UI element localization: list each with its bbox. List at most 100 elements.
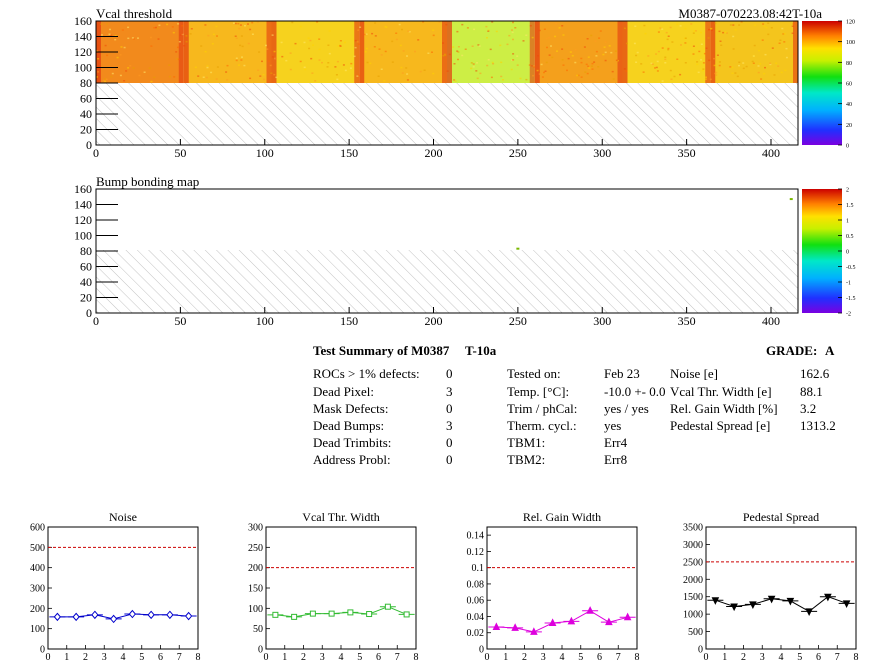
pedestal-spread-y-tick-label: 0 — [698, 645, 703, 656]
vcal-pixel — [138, 74, 141, 77]
vcal-pixel — [108, 33, 111, 35]
pedestal-spread-point — [749, 601, 757, 610]
vcal-width-x-tick-label: 8 — [414, 652, 419, 663]
vcal-pixel — [206, 65, 209, 67]
vcal-pixel — [470, 67, 473, 70]
vcal-pixel — [391, 40, 394, 43]
vcal-pixel — [590, 34, 593, 37]
vcal-y-tick-label: 100 — [74, 61, 92, 75]
gain-width-x-tick-label: 8 — [635, 652, 640, 663]
vcal-pixel — [307, 37, 310, 39]
vcal-pixel — [718, 61, 721, 63]
vcal-width-y-tick-label: 250 — [248, 543, 263, 554]
vcal-chip-block — [622, 21, 711, 83]
vcal-pixel — [531, 36, 534, 39]
vcal-pixel — [562, 64, 565, 66]
vcal-pixel — [612, 78, 615, 80]
vcal-pixel — [251, 21, 254, 24]
vcal-pixel — [528, 64, 531, 66]
pedestal-spread-x-tick-label: 7 — [835, 652, 840, 663]
vcal-pixel — [777, 65, 780, 67]
vcal-pixel — [676, 23, 679, 26]
vcal-pixel — [143, 71, 146, 73]
vcal-pixel — [456, 50, 459, 52]
vcal-y-tick-label: 140 — [74, 30, 92, 44]
vcal-pixel — [556, 50, 558, 52]
vcal-pixel — [402, 50, 405, 52]
vcal-pixel — [244, 25, 246, 27]
gain-width-point — [511, 623, 519, 631]
vcal-pixel — [540, 63, 543, 66]
vcal-pixel — [127, 37, 130, 40]
vcal-pixel — [120, 46, 123, 48]
palette-tick-label: -2 — [846, 312, 851, 318]
vcal-pixel — [701, 69, 704, 72]
vcal-pixel — [708, 28, 710, 31]
vcal-pixel — [168, 64, 171, 66]
noise-x-tick-label: 6 — [158, 652, 163, 663]
vcal-pixel — [235, 59, 238, 62]
vcal-pixel — [543, 71, 545, 74]
vcal-pixel — [453, 79, 456, 81]
noise-x-tick-label: 7 — [177, 652, 182, 663]
vcal-pixel — [423, 69, 426, 71]
vcal-chip-block — [710, 21, 798, 83]
vcal-pixel — [760, 78, 763, 80]
vcal-pixel — [499, 44, 502, 47]
vcal-pixel — [656, 60, 659, 63]
pedestal-spread-point — [842, 600, 851, 608]
vcal-pixel — [604, 41, 607, 43]
vcal-pixel — [593, 61, 596, 63]
vcal-pixel — [407, 30, 410, 32]
bump-defect-point — [516, 247, 520, 250]
vcal-pixel — [316, 21, 319, 23]
vcal-pixel — [406, 79, 409, 81]
vcal-pixel — [241, 56, 243, 58]
vcal-width-x-tick-label: 4 — [339, 652, 344, 663]
vcal-pixel — [280, 41, 283, 44]
vcal-pixel — [657, 31, 660, 33]
vcal-pixel — [586, 38, 589, 40]
vcal-pixel — [654, 67, 656, 69]
vcal-pixel — [647, 55, 650, 57]
vcal-pixel — [239, 24, 242, 26]
vcal-y-tick-label: 80 — [80, 76, 92, 90]
vcal-pixel — [597, 66, 600, 68]
bump-y-tick-label: 120 — [74, 213, 92, 227]
vcal-pixel — [783, 41, 786, 43]
vcal-pixel — [700, 59, 703, 61]
vcal-pixel — [131, 37, 134, 39]
vcal-pixel — [123, 46, 126, 49]
vcal-pixel — [724, 31, 727, 33]
vcal-pixel — [773, 74, 776, 76]
vcal-map-hatched-region — [96, 83, 798, 145]
vcal-chip-edge — [705, 21, 711, 83]
vcal-pixel — [232, 22, 235, 24]
vcal-pixel — [172, 31, 175, 34]
bump-y-tick-label: 100 — [74, 229, 92, 243]
vcal-pixel — [791, 25, 794, 27]
vcal-x-tick-label: 300 — [593, 146, 611, 160]
vcal-pixel — [189, 33, 192, 35]
vcal-y-tick-label: 20 — [80, 123, 92, 137]
vcal-pixel — [669, 69, 672, 72]
vcal-pixel — [532, 65, 535, 67]
vcal-pixel — [119, 54, 122, 56]
vcal-pixel — [111, 72, 114, 75]
vcal-pixel — [577, 74, 580, 77]
vcal-pixel — [644, 32, 647, 35]
vcal-y-tick-label: 40 — [80, 107, 92, 121]
vcal-pixel — [157, 38, 160, 40]
vcal-pixel — [132, 38, 135, 40]
vcal-pixel — [456, 30, 459, 33]
vcal-pixel — [200, 45, 203, 47]
vcal-pixel — [153, 27, 156, 29]
noise-x-tick-label: 2 — [83, 652, 88, 663]
gain-width-point — [567, 616, 576, 625]
vcal-pixel — [150, 80, 153, 83]
vcal-chip-block — [271, 21, 360, 83]
vcal-pixel — [472, 63, 475, 65]
gain-width-point — [623, 612, 632, 621]
noise-y-tick-label: 0 — [40, 645, 45, 656]
vcal-pixel — [684, 42, 687, 44]
